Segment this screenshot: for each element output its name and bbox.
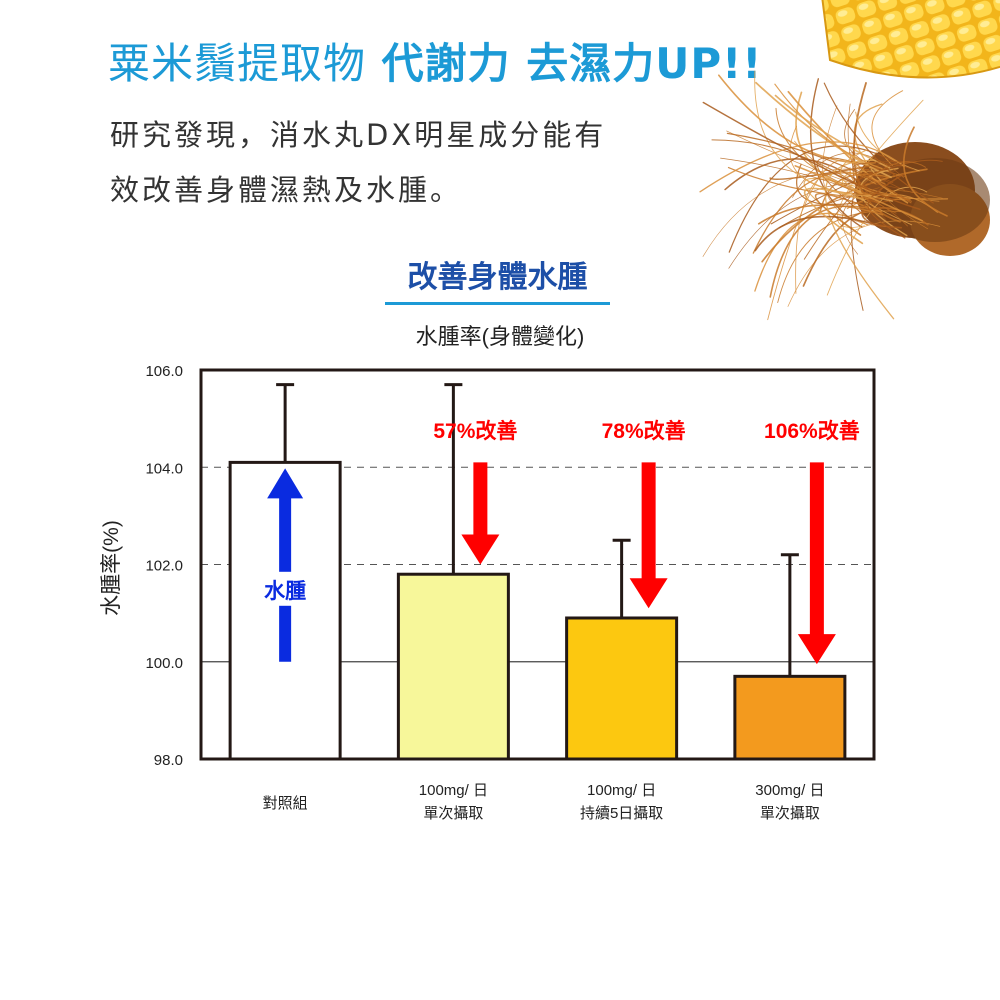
improvement-label: 57%改善: [433, 419, 517, 443]
x-category-label: 300mg/ 日: [755, 782, 824, 799]
silk-strand: [823, 82, 934, 204]
silk-strand: [803, 161, 926, 260]
y-tick-label: 100.0: [145, 655, 183, 672]
headline: 粟米鬚提取物 代謝力 去濕力UP!!: [108, 30, 762, 91]
blue-up-arrow: [267, 468, 304, 662]
edema-label: 水腫: [264, 580, 306, 603]
y-axis-label: 水腫率(%): [100, 520, 123, 616]
silk-strand: [794, 165, 923, 222]
silk-strand: [702, 168, 869, 257]
silk-strand: [702, 101, 921, 211]
silk-strand: [726, 132, 912, 204]
chart-section-title: 改善身體水腫: [385, 252, 610, 305]
silk-strand: [754, 70, 869, 197]
silk-strand: [826, 186, 928, 296]
headline-ingredient: 粟米鬚提取物: [108, 39, 367, 88]
silk-strand: [778, 192, 913, 229]
silk-strand: [769, 205, 882, 298]
silk-strand: [902, 126, 948, 217]
x-category-label: 持續5日攝取: [580, 805, 663, 822]
bar: [733, 674, 847, 761]
y-tick-label: 102.0: [145, 558, 183, 575]
improvement-label: 78%改善: [602, 419, 686, 443]
silk-strand: [867, 195, 906, 239]
x-category-label: 對照組: [263, 795, 308, 812]
silk-strand: [871, 90, 904, 166]
silk-strand: [767, 159, 863, 321]
silk-strand: [789, 125, 871, 196]
silk-strand: [814, 192, 875, 236]
silk-strand: [822, 105, 888, 227]
intro-line-2: 效改善身體濕熱及水腫。: [110, 173, 463, 207]
silk-strand: [842, 170, 913, 226]
silk-strand: [720, 157, 908, 227]
silk-strand: [787, 220, 941, 307]
corn-silk-strands: [699, 70, 949, 321]
silk-strand: [839, 149, 868, 193]
x-category-label: 100mg/ 日: [419, 782, 488, 799]
silk-strand: [774, 83, 883, 170]
silk-strand: [774, 94, 891, 169]
red-down-arrow: [461, 462, 500, 565]
y-tick-label: 106.0: [145, 363, 183, 380]
silk-strand: [761, 168, 928, 263]
silk-strand: [754, 212, 868, 292]
x-category-label: 100mg/ 日: [587, 782, 656, 799]
headline-claim: 代謝力 去濕力UP!!: [381, 39, 763, 88]
silk-strand: [755, 81, 892, 179]
bar: [396, 572, 510, 761]
silk-strand: [803, 187, 864, 245]
plot-frame: [199, 368, 876, 761]
silk-strand: [853, 82, 901, 223]
corn-silk-illustration: [699, 0, 1000, 321]
red-down-arrow: [797, 462, 836, 665]
improvement-label: 106%改善: [764, 419, 860, 443]
y-tick-label: 104.0: [145, 460, 183, 477]
red-down-arrow: [629, 462, 668, 609]
silk-strand: [754, 215, 883, 252]
silk-strand: [852, 160, 910, 178]
x-category-label: 單次攝取: [423, 805, 483, 822]
arrow-label-gap: [255, 571, 316, 606]
silk-strand: [855, 111, 920, 172]
chart-title: 水腫率(身體變化): [416, 324, 585, 349]
intro-line-1: 研究發現，消水丸DX明星成分能有: [110, 118, 607, 152]
edema-rate-chart: 水腫率(身體變化) 水腫率(%) 106.0 104.0 102.0 100.0 98.0 對…: [100, 324, 876, 822]
x-category-label: 單次攝取: [760, 805, 820, 822]
y-tick-label: 98.0: [154, 752, 183, 769]
silk-strand: [757, 204, 884, 225]
silk-strand: [699, 141, 905, 193]
silk-strand: [850, 163, 914, 311]
bar: [565, 616, 679, 761]
